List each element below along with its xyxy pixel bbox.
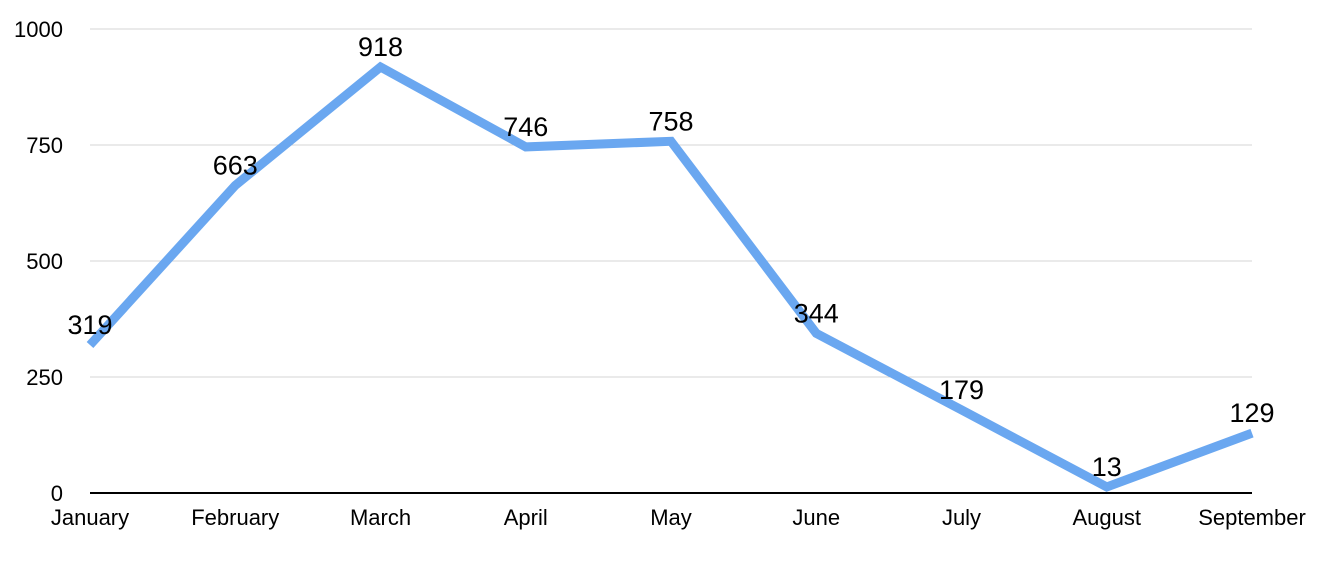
data-label: 13 <box>1092 452 1122 482</box>
y-tick-label: 250 <box>26 365 63 390</box>
data-label: 758 <box>648 106 693 136</box>
data-label: 179 <box>939 375 984 405</box>
y-tick-label: 500 <box>26 249 63 274</box>
data-label: 918 <box>358 32 403 62</box>
series-line <box>86 61 1254 492</box>
x-tick-label: January <box>51 505 129 530</box>
x-tick-label: March <box>350 505 411 530</box>
y-axis-tick-labels: 0 250 500 750 1000 <box>14 17 63 506</box>
data-label: 344 <box>794 298 839 328</box>
data-label: 746 <box>503 112 548 142</box>
data-label: 319 <box>67 310 112 340</box>
x-tick-label: June <box>792 505 840 530</box>
y-tick-label: 750 <box>26 133 63 158</box>
x-tick-label: April <box>504 505 548 530</box>
y-tick-label: 0 <box>51 481 63 506</box>
x-axis-tick-labels: January February March April May June July Augu… <box>51 505 1306 530</box>
x-tick-label: August <box>1073 505 1142 530</box>
x-tick-label: July <box>942 505 981 530</box>
gridlines <box>90 28 1252 378</box>
y-tick-label: 1000 <box>14 17 63 42</box>
x-tick-label: May <box>650 505 692 530</box>
data-labels: 319 663 918 746 758 344 179 13 129 <box>67 32 1274 482</box>
x-tick-label: September <box>1198 505 1306 530</box>
data-label: 129 <box>1229 398 1274 428</box>
data-label: 663 <box>213 150 258 180</box>
x-tick-label: February <box>191 505 279 530</box>
